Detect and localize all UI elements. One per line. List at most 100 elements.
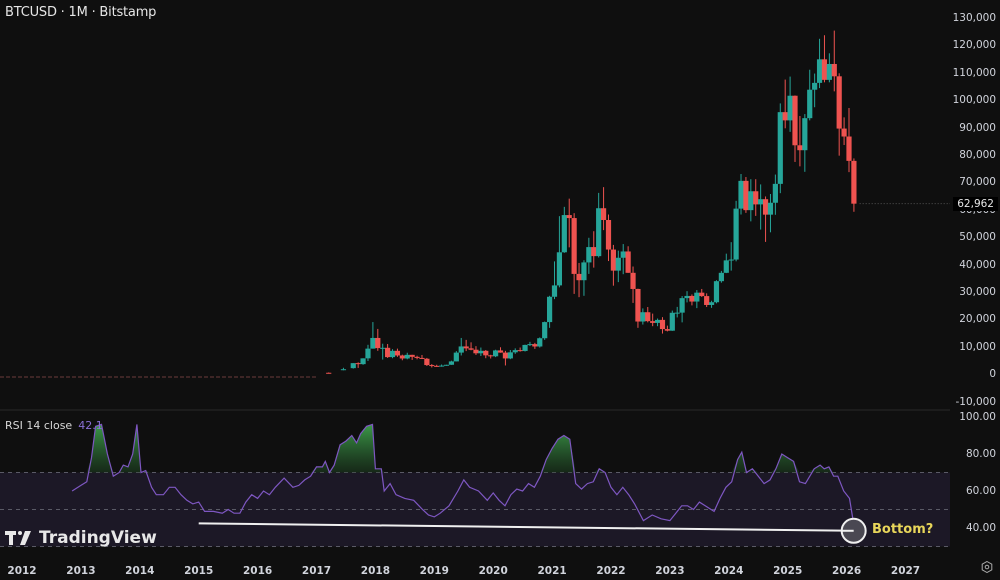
candle[interactable] <box>424 357 430 367</box>
candle[interactable] <box>537 337 543 348</box>
candle[interactable] <box>443 364 450 366</box>
rsi-line[interactable] <box>71 423 855 525</box>
candle[interactable] <box>586 237 592 274</box>
candle[interactable] <box>389 349 396 359</box>
candle[interactable] <box>679 296 685 323</box>
candle[interactable] <box>468 342 474 351</box>
candle[interactable] <box>807 69 813 121</box>
candle[interactable] <box>409 354 415 360</box>
candle[interactable] <box>826 53 832 83</box>
candle[interactable] <box>360 358 366 365</box>
candle[interactable] <box>551 261 558 300</box>
candle[interactable] <box>434 364 440 367</box>
candle[interactable] <box>556 216 563 288</box>
candle[interactable] <box>767 193 774 233</box>
candle[interactable] <box>527 341 533 347</box>
candle[interactable] <box>404 352 410 360</box>
candle[interactable] <box>546 295 553 328</box>
candle[interactable] <box>718 270 724 283</box>
candle[interactable] <box>659 317 666 334</box>
candle[interactable] <box>478 347 484 357</box>
candle[interactable] <box>748 179 754 222</box>
candle[interactable] <box>493 349 499 358</box>
candle[interactable] <box>645 307 651 323</box>
candle[interactable] <box>816 38 823 89</box>
candle[interactable] <box>439 364 445 367</box>
candle[interactable] <box>674 306 680 318</box>
candle[interactable] <box>738 174 744 215</box>
candle[interactable] <box>414 355 420 360</box>
rsi-legend[interactable]: RSI 14 close 42.1 <box>5 419 103 432</box>
candle[interactable] <box>394 348 401 357</box>
candle[interactable] <box>620 244 626 275</box>
candle[interactable] <box>630 266 636 303</box>
candle[interactable] <box>846 108 852 173</box>
candle[interactable] <box>458 337 464 356</box>
candle[interactable] <box>591 231 597 268</box>
candle[interactable] <box>650 313 656 327</box>
candle[interactable] <box>664 325 670 332</box>
candle[interactable] <box>385 343 391 358</box>
candle[interactable] <box>429 364 435 368</box>
candle[interactable] <box>600 187 607 231</box>
candle[interactable] <box>350 363 356 369</box>
candle[interactable] <box>517 347 523 352</box>
candle[interactable] <box>370 322 376 349</box>
candle[interactable] <box>797 115 803 167</box>
candle[interactable] <box>723 253 729 274</box>
settings-icon[interactable] <box>981 561 993 573</box>
tradingview-logo[interactable]: TradingView <box>5 528 157 548</box>
candle[interactable] <box>821 35 828 83</box>
candle[interactable] <box>596 192 602 258</box>
candle[interactable] <box>699 288 705 297</box>
candle[interactable] <box>448 360 455 365</box>
candle[interactable] <box>497 347 504 353</box>
candle[interactable] <box>340 367 347 371</box>
candle[interactable] <box>669 310 675 331</box>
candle[interactable] <box>542 321 548 340</box>
candle[interactable] <box>753 179 759 216</box>
candle[interactable] <box>708 300 715 308</box>
candle[interactable] <box>802 114 808 172</box>
candle[interactable] <box>561 206 567 253</box>
candle[interactable] <box>777 103 783 194</box>
candle[interactable] <box>787 76 793 132</box>
candle[interactable] <box>689 294 695 306</box>
candle[interactable] <box>453 351 459 362</box>
candle[interactable] <box>841 117 847 145</box>
candle[interactable] <box>704 293 710 308</box>
candle[interactable] <box>772 174 778 215</box>
candle[interactable] <box>502 350 509 366</box>
candle[interactable] <box>512 348 518 354</box>
candle[interactable] <box>380 343 386 360</box>
rsi-pane[interactable] <box>0 423 950 547</box>
candle[interactable] <box>743 177 749 213</box>
candle[interactable] <box>654 318 661 327</box>
candle[interactable] <box>605 214 612 262</box>
candle[interactable] <box>463 339 469 352</box>
candle[interactable] <box>713 280 720 304</box>
candle[interactable] <box>625 246 631 273</box>
candle[interactable] <box>782 79 788 129</box>
candle[interactable] <box>812 73 818 108</box>
candle[interactable] <box>365 344 371 361</box>
rsi-divergence-trendline[interactable] <box>198 522 854 532</box>
price-pane[interactable] <box>0 30 950 378</box>
candle[interactable] <box>355 362 361 368</box>
candle[interactable] <box>326 372 332 374</box>
candle[interactable] <box>532 342 538 349</box>
candle[interactable] <box>576 262 582 298</box>
candle[interactable] <box>522 344 528 352</box>
candle[interactable] <box>762 196 769 242</box>
candle[interactable] <box>581 260 587 296</box>
candle[interactable] <box>399 354 405 361</box>
candle[interactable] <box>635 288 641 328</box>
candle[interactable] <box>640 308 646 325</box>
candle[interactable] <box>792 95 798 162</box>
candle[interactable] <box>831 30 837 92</box>
candle[interactable] <box>419 354 425 360</box>
candle[interactable] <box>483 349 489 359</box>
candle[interactable] <box>566 198 572 248</box>
candle[interactable] <box>758 184 764 230</box>
